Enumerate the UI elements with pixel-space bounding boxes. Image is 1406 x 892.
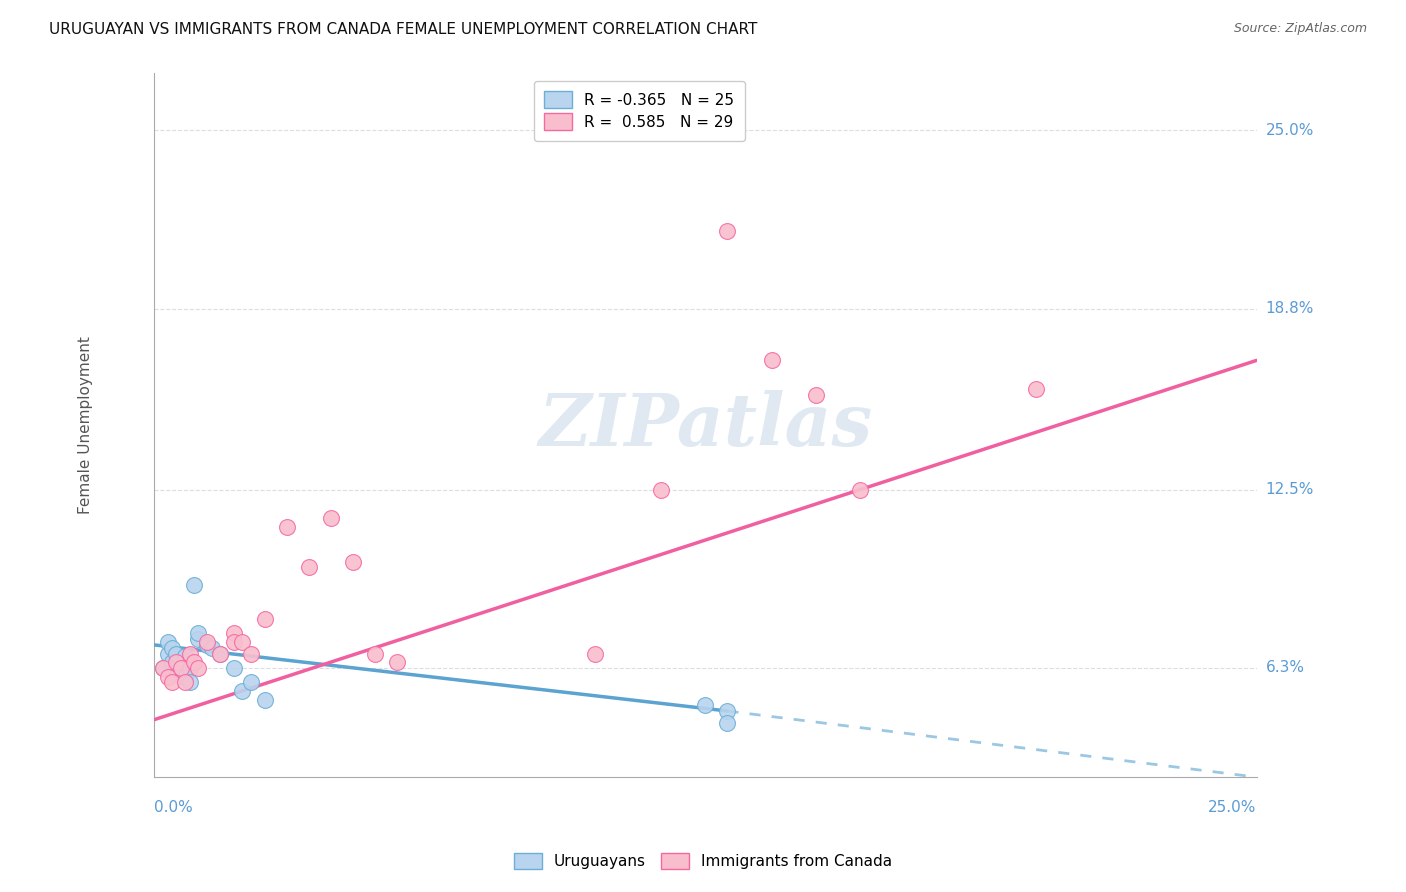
- Point: [195, 638, 218, 652]
- Point: [201, 640, 224, 655]
- Point: [385, 655, 408, 669]
- Text: 25.0%: 25.0%: [1265, 123, 1313, 138]
- Point: [716, 715, 738, 730]
- Point: [319, 511, 342, 525]
- Point: [848, 483, 870, 497]
- Text: 25.0%: 25.0%: [1208, 800, 1257, 815]
- Point: [209, 647, 232, 661]
- Point: [716, 224, 738, 238]
- Point: [156, 669, 179, 683]
- Point: [195, 635, 218, 649]
- Point: [240, 675, 263, 690]
- Point: [804, 388, 827, 402]
- Point: [152, 661, 174, 675]
- Text: URUGUAYAN VS IMMIGRANTS FROM CANADA FEMALE UNEMPLOYMENT CORRELATION CHART: URUGUAYAN VS IMMIGRANTS FROM CANADA FEMA…: [49, 22, 758, 37]
- Point: [179, 675, 201, 690]
- Point: [716, 704, 738, 718]
- Point: [170, 661, 193, 675]
- Point: [222, 661, 245, 675]
- Point: [160, 675, 183, 690]
- Point: [222, 635, 245, 649]
- Point: [222, 626, 245, 640]
- Text: 0.0%: 0.0%: [155, 800, 193, 815]
- Text: ZIPatlas: ZIPatlas: [538, 390, 873, 460]
- Point: [179, 647, 201, 661]
- Point: [160, 640, 183, 655]
- Point: [152, 661, 174, 675]
- Legend: Uruguayans, Immigrants from Canada: Uruguayans, Immigrants from Canada: [508, 847, 898, 875]
- Point: [231, 684, 253, 698]
- Point: [342, 555, 364, 569]
- Point: [209, 647, 232, 661]
- Point: [231, 635, 253, 649]
- Point: [187, 626, 209, 640]
- Text: 18.8%: 18.8%: [1265, 301, 1313, 316]
- Point: [183, 577, 205, 591]
- Point: [695, 698, 717, 713]
- Point: [156, 635, 179, 649]
- Point: [160, 655, 183, 669]
- Point: [253, 692, 276, 706]
- Point: [183, 655, 205, 669]
- Point: [650, 483, 672, 497]
- Text: 6.3%: 6.3%: [1265, 660, 1305, 675]
- Point: [174, 649, 197, 664]
- Point: [276, 520, 298, 534]
- Text: 12.5%: 12.5%: [1265, 483, 1313, 497]
- Point: [174, 669, 197, 683]
- Point: [583, 647, 606, 661]
- Point: [165, 661, 187, 675]
- Text: Female Unemployment: Female Unemployment: [77, 336, 93, 514]
- Point: [179, 661, 201, 675]
- Point: [240, 647, 263, 661]
- Point: [761, 353, 783, 368]
- Point: [174, 675, 197, 690]
- Point: [165, 647, 187, 661]
- Point: [187, 661, 209, 675]
- Point: [1025, 382, 1047, 396]
- Point: [364, 647, 387, 661]
- Text: Source: ZipAtlas.com: Source: ZipAtlas.com: [1233, 22, 1367, 36]
- Point: [156, 647, 179, 661]
- Point: [297, 560, 319, 574]
- Point: [187, 632, 209, 647]
- Point: [165, 655, 187, 669]
- Legend: R = -0.365   N = 25, R =  0.585   N = 29: R = -0.365 N = 25, R = 0.585 N = 29: [534, 80, 745, 141]
- Point: [253, 612, 276, 626]
- Point: [170, 661, 193, 675]
